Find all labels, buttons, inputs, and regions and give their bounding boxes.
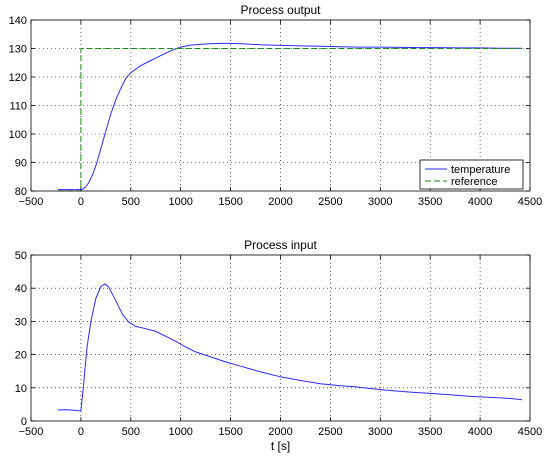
chart-2: −500 0 500 1000 1500 2000 2500 3000 3500 4000 4500… [15, 238, 542, 453]
x-tick-label: 1500 [218, 196, 242, 208]
x-tick-label: 2500 [318, 426, 342, 438]
x-tick-label: 4000 [468, 196, 492, 208]
y-tick-label: 120 [9, 72, 27, 84]
y-tick-label: 110 [9, 101, 27, 113]
x-tick-label: −500 [19, 426, 44, 438]
x-tick-label: 2000 [268, 426, 292, 438]
chart-title: Process input [244, 238, 317, 252]
chart-1: −500 0 500 1000 1500 2000 2500 3000 3500 4000 4500… [9, 3, 543, 208]
legend-label-temperature: temperature [451, 164, 510, 176]
x-tick-label: 500 [122, 196, 140, 208]
y-tick-label: 40 [15, 283, 27, 295]
series-line-input [57, 283, 523, 412]
legend-label-reference: reference [451, 176, 497, 188]
x-tick-label: 3500 [418, 196, 442, 208]
y-tick-label: 100 [9, 129, 27, 141]
x-tick-label: 3000 [368, 196, 392, 208]
y-tick-label: 50 [15, 250, 27, 262]
y-tick-label: 10 [15, 383, 27, 395]
y-tick-label: 0 [21, 416, 27, 428]
y-tick-label: 130 [9, 44, 27, 56]
y-tick-label: 30 [15, 316, 27, 328]
x-tick-label: 2000 [268, 196, 292, 208]
x-tick-label: 1000 [168, 196, 192, 208]
x-tick-label: 0 [78, 426, 84, 438]
legend-box [419, 159, 524, 190]
x-axis-label: t [s] [271, 439, 290, 453]
x-tick-label: 4500 [518, 196, 542, 208]
series-line-temperature [57, 42, 522, 191]
plot-area [31, 255, 530, 421]
chart-title: Process output [240, 3, 321, 17]
y-tick-label: 20 [15, 350, 27, 362]
x-tick-label: −500 [19, 196, 44, 208]
x-tick-label: 500 [122, 426, 140, 438]
y-tick-label: 90 [15, 158, 27, 170]
x-tick-label: 0 [78, 196, 84, 208]
x-tick-label: 3000 [368, 426, 392, 438]
x-tick-label: 4000 [468, 426, 492, 438]
y-tick-label: 140 [9, 15, 27, 27]
x-tick-label: 4500 [518, 426, 542, 438]
x-tick-label: 3500 [418, 426, 442, 438]
x-tick-label: 1500 [218, 426, 242, 438]
x-tick-label: 1000 [168, 426, 192, 438]
y-tick-label: 80 [15, 186, 27, 198]
x-tick-label: 2500 [318, 196, 342, 208]
